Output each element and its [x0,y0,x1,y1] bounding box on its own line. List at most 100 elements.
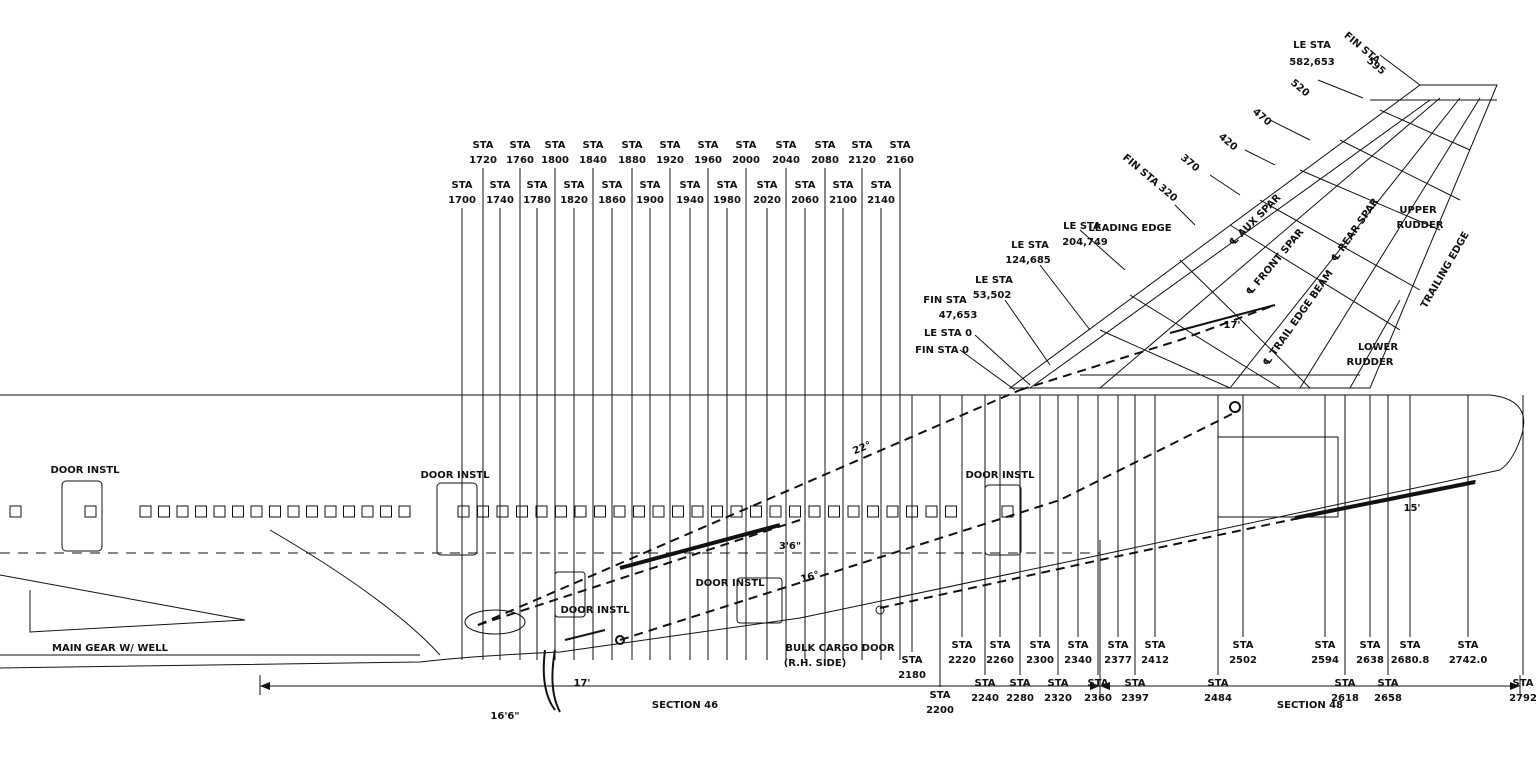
station-prefix: STA [1513,678,1534,689]
fuselage-label: SECTION 48 [1277,700,1343,711]
access-panel [1217,436,1339,518]
tail-label: RUDDER [1347,357,1394,368]
fuselage-label: BULK CARGO DOOR [785,643,895,654]
station-prefix: STA [795,180,816,191]
station-prefix: STA [1145,640,1166,651]
station-number: 2080 [811,155,839,166]
tail-label: 124,685 [1005,255,1051,266]
fuselage-label: DOOR INSTL [421,470,491,481]
station-prefix: STA [452,180,473,191]
station-number: 2412 [1141,655,1169,666]
window [711,505,723,518]
station-number: 2638 [1356,655,1384,666]
station-prefix: STA [852,140,873,151]
dimension-line [259,540,1521,695]
tail-label: LE STA 0 [924,328,972,339]
station-prefix: STA [473,140,494,151]
door [984,484,1022,556]
fuselage-upper-contour [0,394,1525,471]
window [535,505,548,518]
window [250,505,263,518]
station-prefix: STA [698,140,719,151]
station-number: 1700 [448,195,476,206]
window [9,505,22,518]
tail-label: LE STA [1293,40,1331,51]
door [61,480,103,552]
station-number: 2060 [791,195,819,206]
vertical-fin [959,54,1498,391]
fuselage-label: DOOR INSTL [696,578,766,589]
section-dimensions [259,540,1521,695]
station-prefix: STA [660,140,681,151]
station-prefix: STA [1458,640,1479,651]
window [789,505,801,518]
station-number: 2742.0 [1449,655,1488,666]
station-prefix: STA [930,690,951,701]
fuselage-label: DOOR INSTL [561,605,631,616]
tail-label: LE STA [1063,221,1101,232]
fin-antenna [1169,304,1276,334]
window [398,505,411,518]
station-number: 2140 [867,195,895,206]
window [808,505,821,518]
tail-label: 470 [1250,106,1273,128]
window [139,505,152,518]
tail-label: TRAILING EDGE [1419,230,1472,310]
tail-label: UPPER [1399,205,1437,216]
station-prefix: STA [1315,640,1336,651]
station-prefix: STA [890,140,911,151]
station-number: 2280 [1006,693,1034,704]
tail-label: 520 [1288,77,1311,99]
tail-label: 53,502 [973,290,1012,301]
window [945,505,957,518]
station-number: 2200 [926,705,954,716]
fuselage-label: (R.H. SIDE) [784,658,847,669]
station-number: 1820 [560,195,588,206]
station-number: 2680.8 [1391,655,1430,666]
fuselage-label: 16° [800,570,821,586]
window [574,505,587,518]
station-prefix: STA [1233,640,1254,651]
window [828,505,840,518]
station-prefix: STA [1335,678,1356,689]
window [232,505,244,518]
leader-lines [959,54,1421,391]
tail-label: FIN STA 0 [915,345,969,356]
window [652,505,665,518]
tail-label: LE STA [975,275,1013,286]
cargo-door [736,577,783,624]
station-number: 2594 [1311,655,1339,666]
dashed-line [1019,304,1276,391]
window [555,505,567,518]
station-number: 2040 [772,155,800,166]
fuselage-label: DOOR INSTL [966,470,1036,481]
station-number: 1740 [486,195,514,206]
station-number: 2100 [829,195,857,206]
fuselage-label: DOOR INSTL [51,465,121,476]
window [516,505,528,518]
fuselage-label: MAIN GEAR W/ WELL [52,643,169,654]
window [594,505,606,518]
tail-label: 420 [1216,131,1239,153]
station-prefix: STA [736,140,757,151]
window [213,505,226,518]
dashed-line [477,519,801,626]
station-prefix: STA [1360,640,1381,651]
station-prefix: STA [1378,678,1399,689]
station-number: 1760 [506,155,534,166]
fuselage-label: 16'6" [490,711,519,722]
window [343,505,355,518]
drain [615,635,625,645]
window [769,505,782,518]
window [691,505,704,518]
window [886,505,899,518]
station-prefix: STA [902,655,923,666]
tail-label: ℄ TRAIL EDGE BEAM [1261,268,1335,368]
station-number: 1920 [656,155,684,166]
fairing-line [269,529,441,656]
fuselage-label: 15' [1404,503,1421,514]
station-prefix: STA [1030,640,1051,651]
fuselage-label: 17' [574,678,591,689]
fuselage-lower-contour [0,469,1501,669]
station-prefix: STA [602,180,623,191]
